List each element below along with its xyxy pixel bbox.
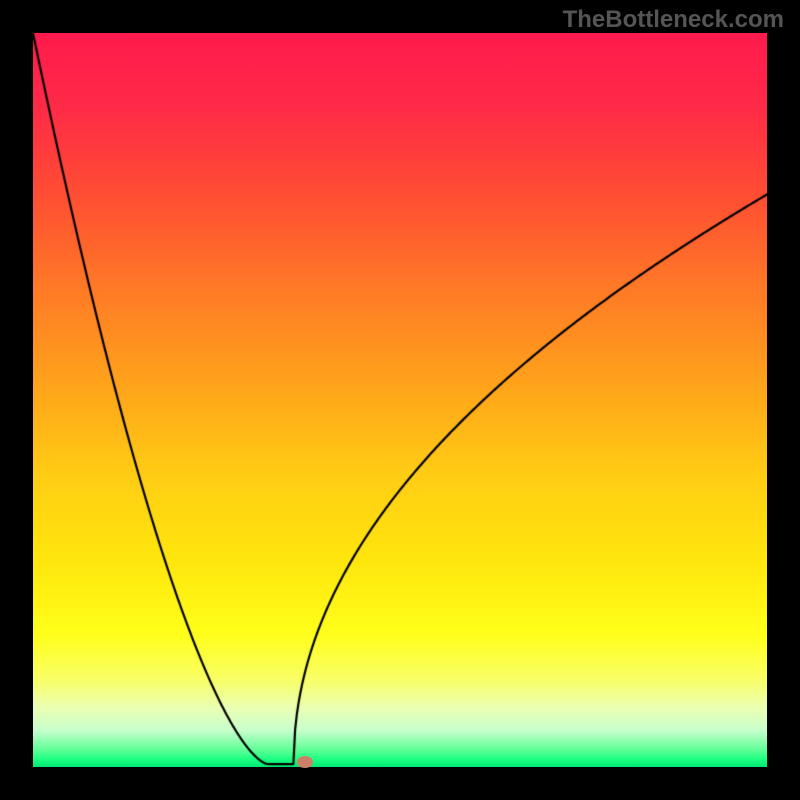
optimal-point-marker	[297, 756, 313, 768]
watermark-text: TheBottleneck.com	[563, 6, 784, 34]
bottleneck-curve	[33, 33, 767, 767]
stage: TheBottleneck.com	[0, 0, 800, 800]
plot-area	[33, 33, 767, 767]
